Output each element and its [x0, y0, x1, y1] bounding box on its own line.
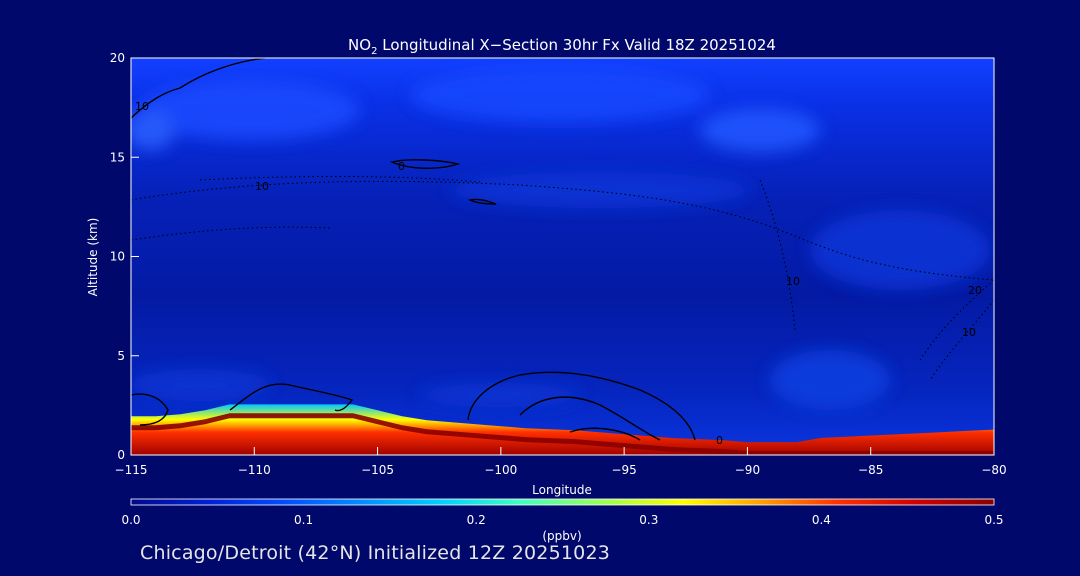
contour-label: 0	[398, 160, 405, 173]
x-tick-label: −115	[115, 463, 148, 477]
contour-label: 10	[255, 180, 269, 193]
colorbar-tick-label: 0.1	[294, 513, 313, 527]
y-tick-label: 10	[110, 250, 125, 264]
chart-title-subscript: 2	[371, 46, 377, 57]
y-tick-label: 15	[110, 150, 125, 164]
x-tick-label: −80	[981, 463, 1006, 477]
terrain	[131, 413, 994, 455]
chart-title-rest: Longitudinal X−Section 30hr Fx Valid 18Z…	[377, 36, 775, 54]
concentration-field: 10 10 0 10 0 20 10	[131, 58, 994, 455]
colorbar-tick-label: 0.0	[121, 513, 140, 527]
contour-labels: 10 10 0 10 0 20 10	[135, 100, 982, 447]
x-tick-label: −90	[735, 463, 760, 477]
x-tick-label: −85	[858, 463, 883, 477]
y-tick-label: 0	[117, 448, 125, 462]
colorbar	[130, 498, 995, 506]
y-axis-label: Altitude (km)	[86, 218, 100, 297]
y-tick-label: 20	[110, 51, 125, 65]
y-axis: 0 5 10 15 20	[110, 51, 139, 462]
x-tick-label: −100	[484, 463, 517, 477]
colorbar-label: (ppbv)	[542, 529, 581, 543]
colorbar-tick-label: 0.3	[639, 513, 658, 527]
x-tick-label: −105	[361, 463, 394, 477]
contour-label: 10	[962, 326, 976, 339]
chart-title: NO2 Longitudinal X−Section 30hr Fx Valid…	[348, 36, 776, 57]
x-axis-label: Longitude	[532, 483, 592, 497]
contour-label: 10	[135, 100, 149, 113]
dotted-contour-lines	[131, 175, 994, 381]
x-tick-label: −110	[238, 463, 271, 477]
colorbar-tick-label: 0.2	[467, 513, 486, 527]
colorbar-ticks: 0.0 0.1 0.2 0.3 0.4 0.5	[121, 513, 1003, 527]
y-tick-label: 5	[117, 349, 125, 363]
initialization-footer: Chicago/Detroit (42°N) Initialized 12Z 2…	[140, 542, 611, 564]
contour-label: 10	[786, 275, 800, 288]
contour-label: 20	[968, 284, 982, 297]
contour-lines	[131, 58, 696, 441]
colorbar-tick-label: 0.4	[812, 513, 831, 527]
contour-label: 0	[716, 434, 723, 447]
colorbar-tick-label: 0.5	[984, 513, 1003, 527]
x-tick-label: −95	[611, 463, 636, 477]
chart-title-main: NO	[348, 36, 371, 54]
x-axis: −115 −110 −105 −100 −95 −90 −85 −80	[115, 447, 1007, 477]
